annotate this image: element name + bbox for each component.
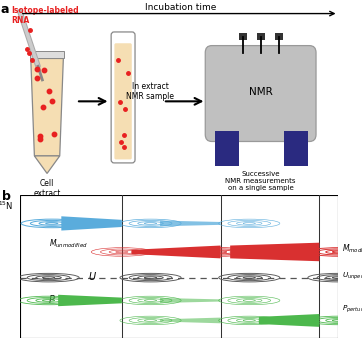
Polygon shape [58, 295, 122, 306]
Polygon shape [30, 51, 64, 58]
Text: $P_{\mathregular{perturbed}}$: $P_{\mathregular{perturbed}}$ [342, 304, 362, 315]
Text: U: U [88, 272, 96, 282]
Polygon shape [131, 246, 220, 258]
Text: $^{15}$N: $^{15}$N [0, 199, 13, 212]
Bar [215, 131, 239, 166]
FancyBboxPatch shape [114, 43, 132, 159]
Polygon shape [230, 243, 319, 261]
Text: b: b [2, 190, 11, 203]
Polygon shape [61, 216, 122, 231]
Bar [239, 33, 247, 40]
Bar [275, 33, 283, 40]
Polygon shape [34, 156, 60, 173]
Text: $M_{\mathregular{unmodified}}$: $M_{\mathregular{unmodified}}$ [49, 238, 87, 250]
Text: Cell
extract: Cell extract [33, 179, 61, 198]
Text: In extract
NMR sample: In extract NMR sample [126, 82, 174, 101]
Text: $U_{\mathregular{unperturbed}}$: $U_{\mathregular{unperturbed}}$ [342, 270, 362, 282]
Text: Successive
NMR measurements
on a single sample: Successive NMR measurements on a single … [226, 171, 296, 191]
Bar [257, 33, 265, 40]
Text: P: P [49, 295, 54, 305]
Bar [284, 131, 308, 166]
Polygon shape [259, 314, 319, 327]
Text: NMR: NMR [249, 87, 273, 97]
Text: $M_{\mathregular{modified}}$: $M_{\mathregular{modified}}$ [342, 242, 362, 255]
Polygon shape [160, 221, 220, 226]
Text: Incubation time: Incubation time [145, 3, 217, 12]
Polygon shape [160, 298, 220, 303]
Text: a: a [1, 3, 9, 16]
FancyBboxPatch shape [111, 32, 135, 163]
Polygon shape [160, 318, 220, 323]
FancyBboxPatch shape [205, 46, 316, 142]
Text: Isotope-labeled
RNA: Isotope-labeled RNA [11, 6, 79, 25]
Polygon shape [31, 58, 63, 156]
